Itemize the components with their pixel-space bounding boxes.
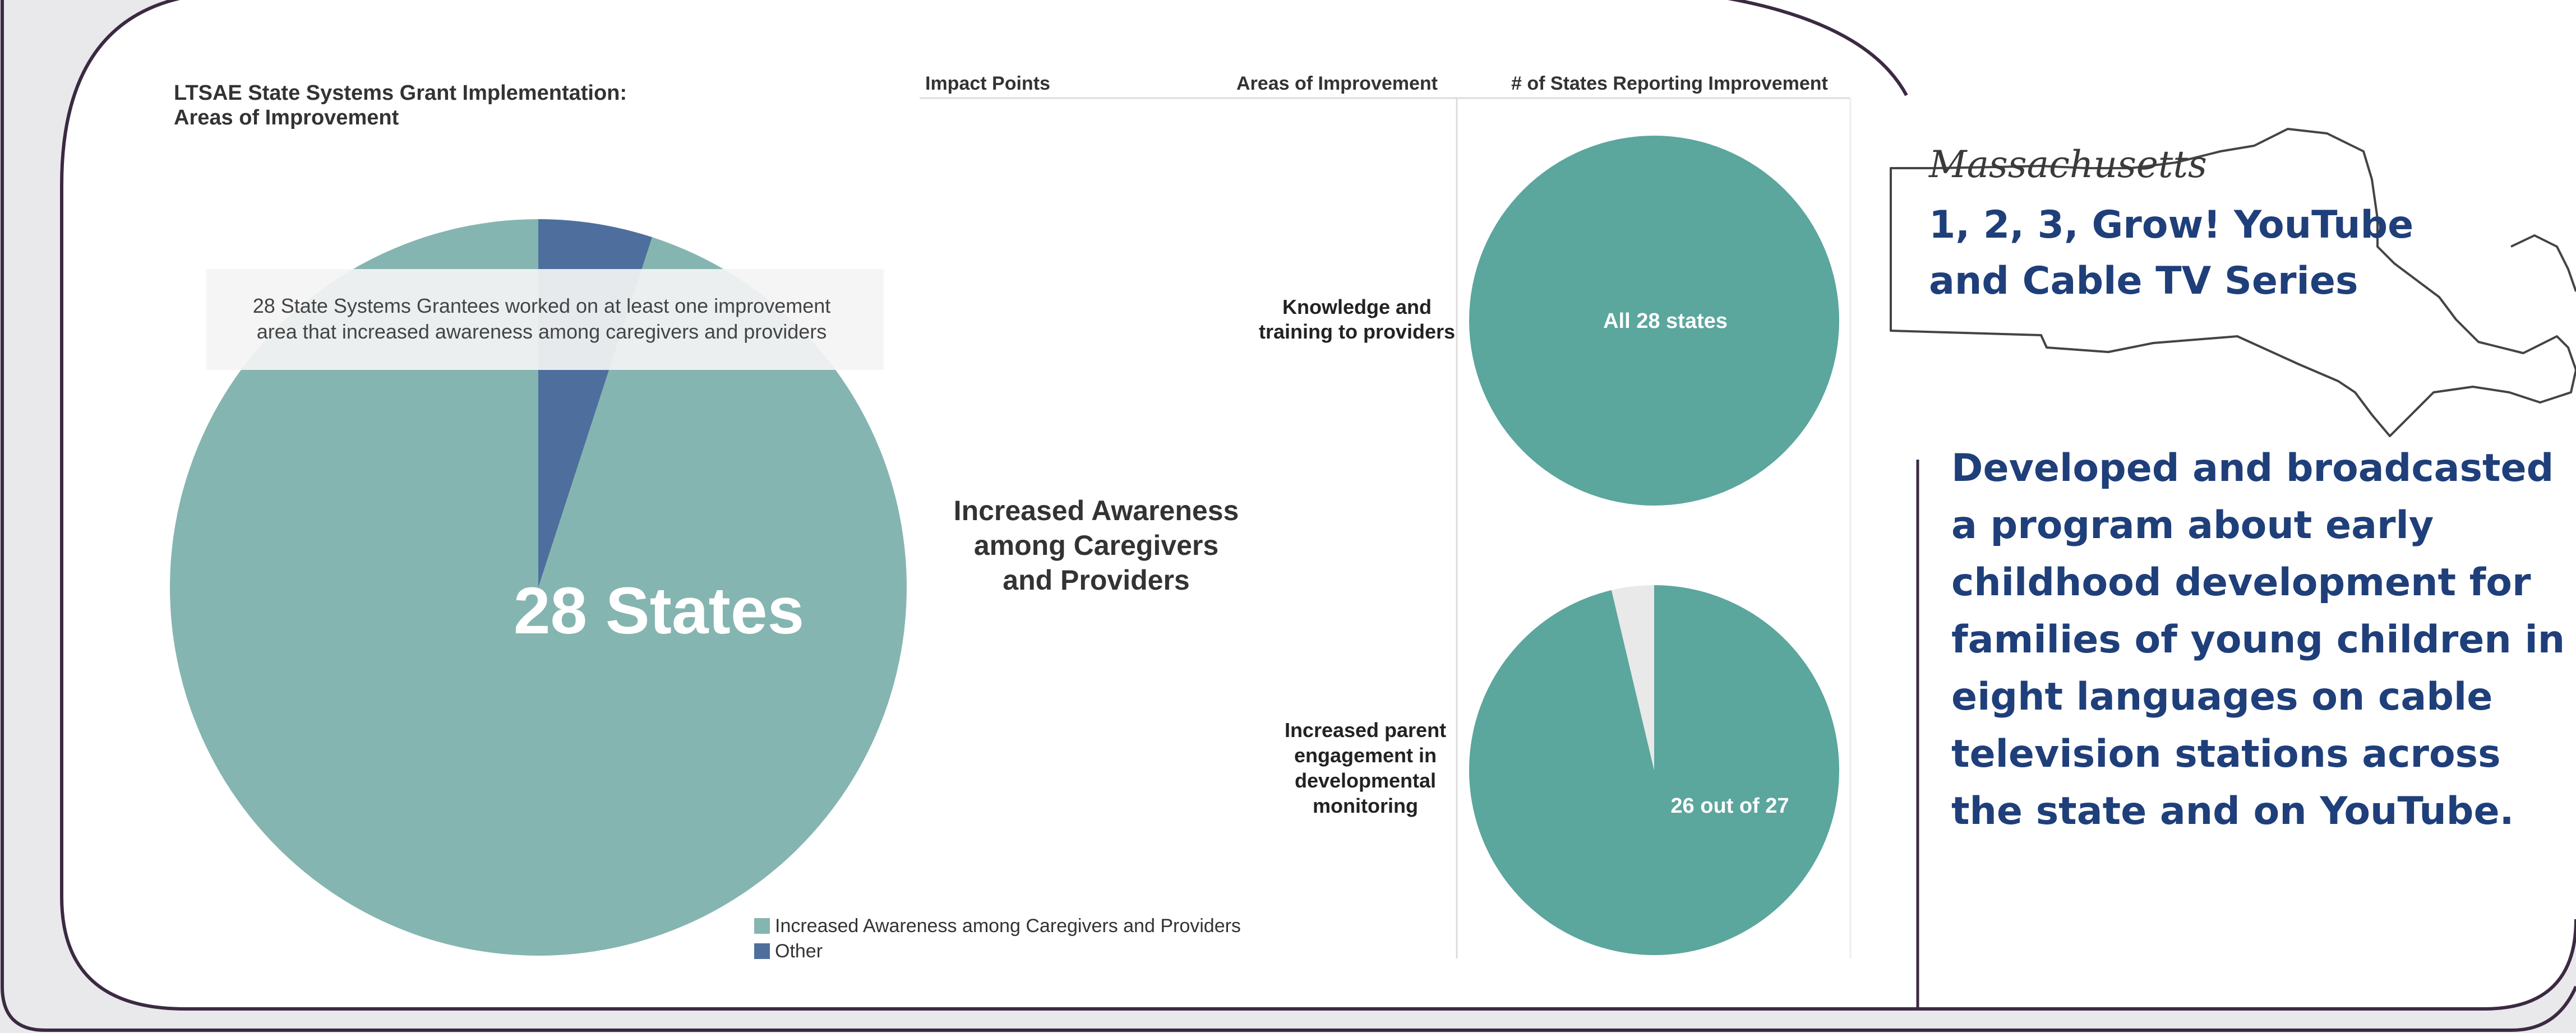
row2-area-line-2: engagement in	[1294, 744, 1437, 767]
annotation-line-1: 28 State Systems Grantees worked on at l…	[253, 294, 831, 317]
row2-area-line-3: developmental	[1295, 769, 1436, 792]
impact-point-line-3: and Providers	[1003, 564, 1189, 596]
legend-label-awareness: Increased Awareness among Caregivers and…	[775, 915, 1241, 937]
row2-area-line-4: monitoring	[1313, 794, 1418, 817]
col-header-areas-of-improvement: Areas of Improvement	[1236, 73, 1438, 94]
callout-title-line-2: and Cable TV Series	[1929, 259, 2358, 303]
pie-chart-title: LTSAE State Systems Grant Implementation…	[174, 81, 627, 105]
col-header-impact-points: Impact Points	[925, 73, 1050, 94]
annotation-box	[206, 269, 884, 370]
row2-slice-not-improved	[1611, 585, 1654, 770]
impact-point-line-1: Increased Awareness	[954, 495, 1239, 526]
massachusetts-outline-icon	[1890, 128, 2576, 437]
legend-label-other: Other	[775, 941, 823, 962]
callout-title-line-1: 1, 2, 3, Grow! YouTube	[1929, 203, 2414, 247]
pie-chart-subtitle: Areas of Improvement	[174, 106, 399, 129]
legend-swatch-awareness	[754, 918, 770, 934]
callout-state-name: Massachusetts	[1929, 143, 2207, 186]
row1-area-line-1: Knowledge and	[1282, 295, 1432, 318]
pie-slice-awareness	[169, 219, 907, 956]
row2-pie	[1469, 585, 1839, 955]
col-header-states-reporting: # of States Reporting Improvement	[1511, 73, 1828, 94]
annotation-line-2: area that increased awareness among care…	[257, 320, 827, 343]
inner-card-arc	[1727, 0, 1908, 96]
row1-pie-label: All 28 states	[1603, 309, 1728, 333]
row2-area-line-1: Increased parent	[1285, 719, 1446, 742]
legend-swatch-other	[754, 943, 770, 959]
content-card-border	[60, 0, 2576, 1011]
row1-slice-improved	[1469, 136, 1839, 506]
callout-description: Developed and broadcasted a program abou…	[1951, 446, 2565, 833]
impact-point-line-2: among Caregivers	[974, 530, 1218, 561]
pie-center-label: 28 States	[514, 574, 804, 648]
callout-title: 1, 2, 3, Grow! YouTube and Cable TV Seri…	[1929, 197, 2434, 309]
row1-area-line-2: training to providers	[1259, 320, 1455, 343]
row2-slice-improved	[1469, 585, 1839, 955]
row1-pie	[1469, 136, 1839, 506]
row2-pie-label: 26 out of 27	[1670, 794, 1789, 818]
